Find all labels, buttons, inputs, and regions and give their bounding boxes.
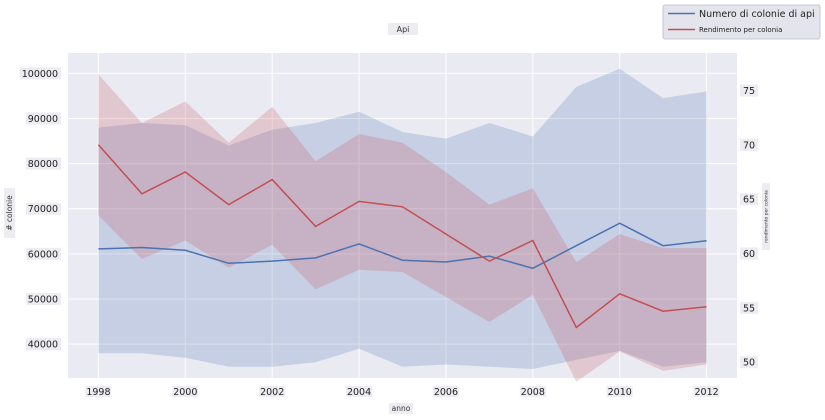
y-tick-label: 40000 xyxy=(28,340,58,351)
y-axis-label: # colonie xyxy=(5,195,14,231)
y2-tick-label: 55 xyxy=(743,303,755,314)
x-tick-label: 2002 xyxy=(260,387,284,398)
x-tick-label: 2010 xyxy=(608,387,632,398)
y2-axis-label-group: rendimento per colonia xyxy=(762,183,770,250)
plot-area xyxy=(68,53,737,378)
series-lines xyxy=(97,144,707,329)
y2-axis-ticks: 50 55 60 65 70 75 xyxy=(740,84,758,369)
y-tick-label: 70000 xyxy=(28,204,58,215)
x-axis-ticks: 1998 2000 2002 2004 2006 2008 2010 2012 xyxy=(85,386,720,398)
y-tick-label: 50000 xyxy=(28,295,58,306)
confidence-band-yield xyxy=(98,74,707,382)
x-axis-label-group: anno xyxy=(389,403,413,414)
x-tick-label: 1998 xyxy=(86,387,110,398)
confidence-bands xyxy=(98,68,707,382)
y2-tick-label: 70 xyxy=(743,140,755,151)
y-axis-label-group: # colonie xyxy=(4,188,15,238)
y-tick-label: 90000 xyxy=(28,114,58,125)
grid xyxy=(68,53,737,378)
y2-tick-label: 60 xyxy=(743,249,755,260)
series-line-colonies xyxy=(98,222,707,270)
series-line-yield xyxy=(97,144,707,329)
y-axis-ticks: 40000 50000 60000 70000 80000 90000 100000 xyxy=(19,67,61,351)
x-axis-label: anno xyxy=(392,404,411,413)
y2-axis-label: rendimento per colonia xyxy=(764,190,770,243)
y-tick-label: 80000 xyxy=(28,159,58,170)
confidence-band-colonies xyxy=(98,68,707,370)
legend: Numero di colonie di api Rendimento per … xyxy=(662,4,821,40)
legend-label-colonies: Numero di colonie di api xyxy=(699,9,815,20)
x-tick-label: 2008 xyxy=(521,387,545,398)
x-tick-label: 2004 xyxy=(347,387,371,398)
chart-title: Api xyxy=(397,25,410,34)
y2-tick-label: 50 xyxy=(743,358,755,369)
x-tick-label: 2006 xyxy=(434,387,458,398)
y2-tick-label: 75 xyxy=(743,86,755,97)
legend-label-yield: Rendimento per colonia xyxy=(699,26,782,34)
y2-tick-label: 65 xyxy=(743,195,755,206)
x-tick-label: 2012 xyxy=(694,387,718,398)
chart-title-group: Api xyxy=(388,23,418,35)
y-tick-label: 100000 xyxy=(22,69,58,80)
y-tick-label: 60000 xyxy=(28,249,58,260)
x-tick-label: 2000 xyxy=(173,387,197,398)
